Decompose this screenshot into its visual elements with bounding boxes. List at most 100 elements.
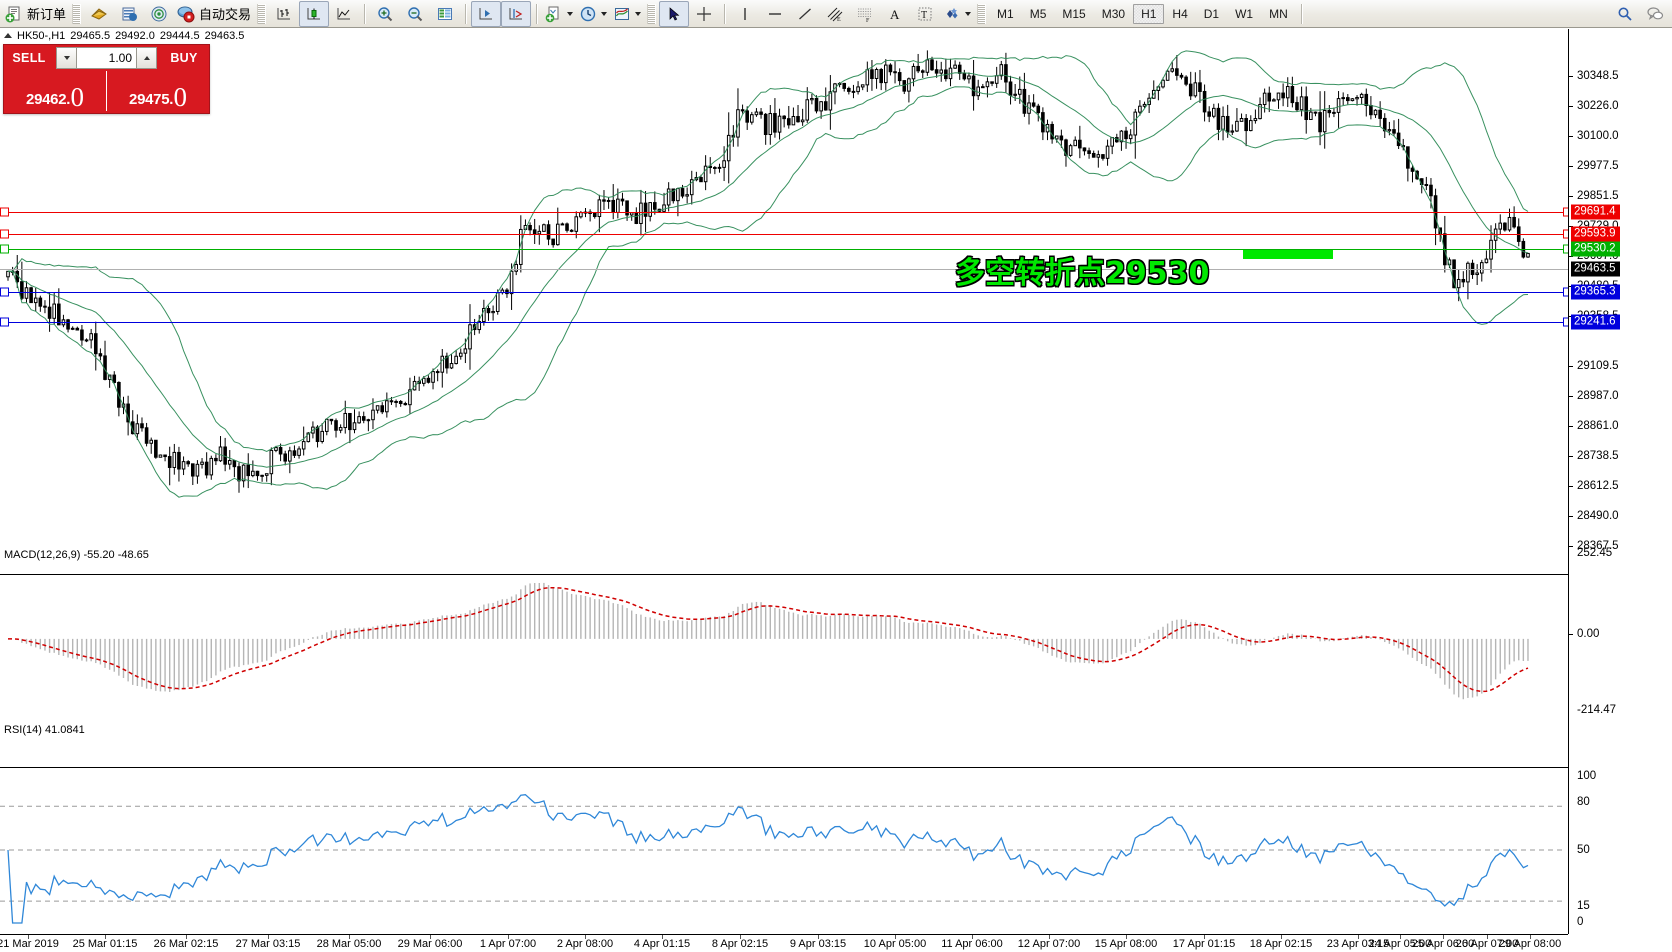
level-line-support-2[interactable]	[0, 322, 1568, 323]
level-handle-resistance-2[interactable]	[0, 229, 9, 239]
bar-chart-button[interactable]	[269, 1, 299, 27]
rsi-pane[interactable]	[0, 767, 1568, 934]
volume-increase-button[interactable]	[136, 47, 157, 69]
equidistant-channel-button[interactable]: E	[820, 1, 850, 27]
level-line-current-price[interactable]	[0, 269, 1568, 270]
toolbar-separator-9	[1300, 3, 1302, 24]
timeframe-m1[interactable]: M1	[997, 6, 1014, 21]
timeframe-h4[interactable]: H4	[1172, 6, 1188, 21]
timeframe-m30[interactable]: M30	[1101, 6, 1126, 21]
search-button[interactable]	[1610, 1, 1640, 27]
period-button[interactable]	[576, 1, 610, 27]
price-tick	[1569, 76, 1573, 77]
grid-button[interactable]	[430, 1, 460, 27]
time-tick	[1126, 935, 1127, 939]
time-tick-label: 27 Mar 03:15	[235, 938, 301, 950]
new-order-label: 新订单	[27, 7, 67, 22]
timeframe-h1[interactable]: H1	[1133, 3, 1165, 24]
time-tick	[895, 935, 896, 939]
line-chart-button[interactable]	[329, 1, 359, 27]
cursor-button[interactable]	[659, 0, 690, 27]
data-window-button[interactable]	[114, 1, 144, 27]
rsi-tick-label: 15	[1577, 900, 1590, 912]
horizontal-line-button[interactable]	[760, 1, 790, 27]
template-dropdown-caret[interactable]	[567, 11, 574, 16]
time-tick	[508, 935, 509, 939]
rsi-tick-label: 0	[1577, 916, 1584, 928]
timeframe-m15[interactable]: M15	[1062, 6, 1086, 21]
indicator-dropdown-caret[interactable]	[635, 11, 642, 16]
symbol-info-bar: HK50-,H1 29465.5 29492.0 29444.5 29463.5	[0, 29, 244, 42]
price-chart-pane[interactable]	[0, 29, 1568, 574]
crosshair-button[interactable]	[689, 1, 719, 27]
price-tag-current-price[interactable]: 29463.5	[1571, 261, 1620, 277]
level-line-resistance-2[interactable]	[0, 234, 1568, 235]
navigator-button[interactable]	[144, 1, 174, 27]
timeframe-d1[interactable]: D1	[1203, 6, 1220, 21]
timeframe-mn[interactable]: MN	[1269, 6, 1288, 21]
period-dropdown-caret[interactable]	[601, 11, 608, 16]
time-tick-label: 8 Apr 02:15	[711, 938, 769, 950]
sell-button[interactable]: 29462 . 0	[4, 71, 107, 111]
shapes-button[interactable]	[940, 1, 974, 27]
macd-pane[interactable]	[0, 574, 1568, 767]
time-tick	[1204, 935, 1205, 939]
time-scale[interactable]: 21 Mar 2019 25 Mar 01:15 26 Mar 02:15 27 Ma…	[0, 934, 1568, 952]
price-tick-label: 29109.5	[1577, 360, 1619, 372]
vertical-line-button[interactable]	[730, 1, 760, 27]
zoom-in-button[interactable]	[370, 1, 400, 27]
time-tick-label: 26 Mar 02:15	[153, 938, 219, 950]
time-tick-label: 28 Mar 05:00	[316, 938, 382, 950]
shapes-dropdown-caret[interactable]	[965, 11, 972, 16]
level-handle-support-1[interactable]	[0, 287, 9, 297]
level-line-pivot-line[interactable]	[0, 249, 1568, 250]
buy-button[interactable]: 29475 . 0	[107, 71, 209, 111]
expert-advisor-button[interactable]	[84, 1, 114, 27]
price-tick	[1569, 516, 1573, 517]
chevron-down-icon	[63, 56, 70, 60]
price-tag-resistance-1[interactable]: 29691.4	[1571, 204, 1620, 220]
collapse-icon[interactable]	[4, 33, 12, 38]
text-button[interactable]: A	[880, 1, 910, 27]
svg-text:E: E	[837, 17, 841, 23]
fibonacci-button[interactable]: F	[850, 1, 880, 27]
shift-end-button[interactable]	[471, 0, 502, 27]
candlestick-button[interactable]	[299, 0, 330, 27]
volume-stepper[interactable]: 1.00	[54, 45, 159, 71]
price-tick	[1569, 196, 1573, 197]
rsi-line	[7, 794, 1529, 924]
new-order-button[interactable]: 新订单	[2, 1, 69, 27]
chart-annotation-text: 多空转折点29530	[955, 256, 1210, 291]
zoom-out-button[interactable]	[400, 1, 430, 27]
time-tick	[268, 935, 269, 939]
rsi-tick-label: 80	[1577, 796, 1590, 808]
level-handle-pivot-line[interactable]	[0, 244, 9, 254]
level-line-support-1[interactable]	[0, 292, 1568, 293]
price-scale[interactable]: 30348.530226.030100.029977.529851.529729…	[1568, 29, 1672, 934]
level-handle-support-2[interactable]	[0, 317, 9, 327]
toolbar-separator	[72, 3, 82, 24]
volume-input[interactable]: 1.00	[77, 47, 136, 69]
timeframe-w1[interactable]: W1	[1235, 6, 1254, 21]
price-tag-support-2[interactable]: 29241.6	[1571, 314, 1620, 330]
macd-tick-label: -214.47	[1577, 704, 1617, 716]
trendline-button[interactable]	[790, 1, 820, 27]
template-button[interactable]	[542, 1, 576, 27]
chat-button[interactable]	[1640, 1, 1670, 27]
time-tick	[1487, 935, 1488, 939]
price-tag-pivot-line[interactable]: 29530.2	[1571, 241, 1620, 257]
volume-decrease-button[interactable]	[56, 47, 77, 69]
price-tick-label: 30100.0	[1577, 130, 1619, 142]
text-label-button[interactable]: T	[910, 1, 940, 27]
ohlc-open: 29465.5	[70, 29, 111, 42]
autotrade-button[interactable]: 自动交易	[174, 1, 254, 27]
autoscroll-button[interactable]	[501, 0, 532, 27]
level-handle-resistance-1[interactable]	[0, 207, 9, 217]
buy-label: BUY	[170, 51, 198, 65]
level-line-resistance-1[interactable]	[0, 212, 1568, 213]
price-tag-support-1[interactable]: 29365.3	[1571, 284, 1620, 300]
timeframe-m5[interactable]: M5	[1029, 6, 1047, 21]
shift-end-icon	[477, 5, 495, 23]
price-tag-resistance-2[interactable]: 29593.9	[1571, 226, 1620, 242]
indicator-button[interactable]	[610, 1, 644, 27]
